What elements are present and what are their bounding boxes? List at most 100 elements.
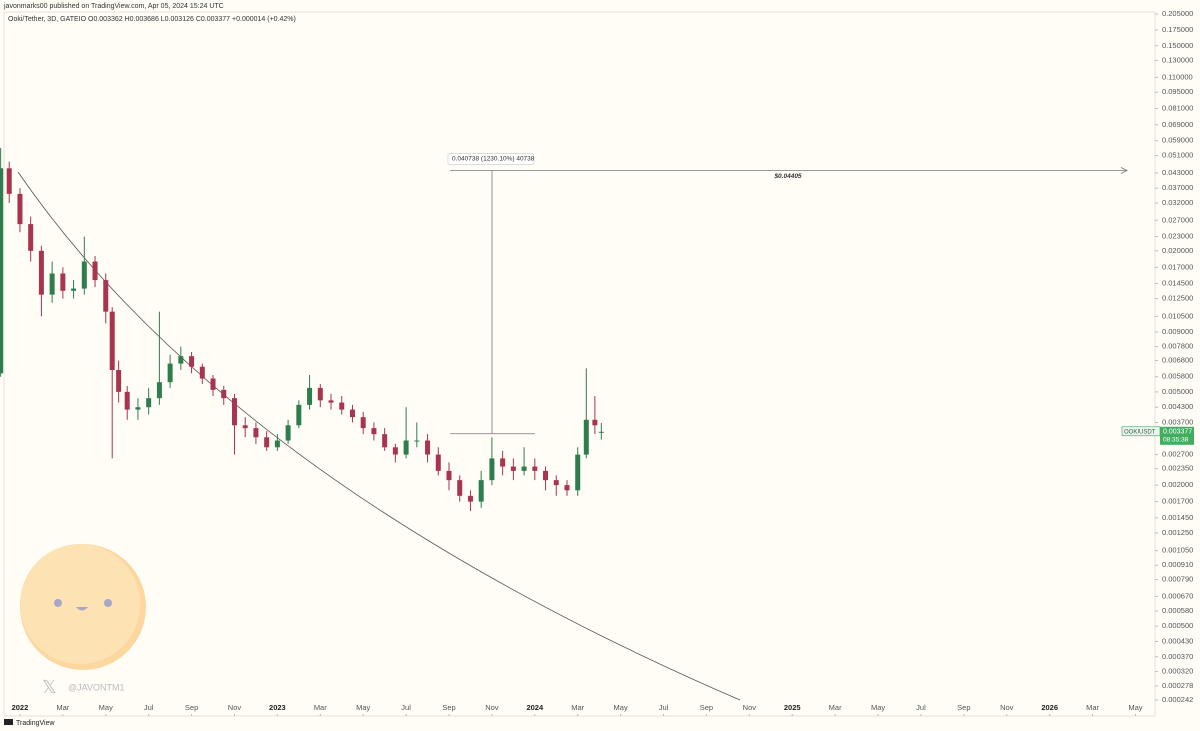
x-tick-label: Jul xyxy=(916,703,926,712)
publisher-line: javonmarks00 published on TradingView.co… xyxy=(3,3,224,10)
candle-body xyxy=(564,485,570,491)
y-tick-label: 0.023000 xyxy=(1162,232,1193,241)
y-tick-label: 0.020000 xyxy=(1162,246,1193,255)
watermark-handle: @JAVONTM1 xyxy=(68,682,124,692)
y-tick-label: 0.000790 xyxy=(1162,575,1193,584)
candle-body xyxy=(339,402,345,410)
last-price: 0.003377 xyxy=(1163,429,1192,436)
y-tick-label: 0.014500 xyxy=(1162,279,1193,288)
y-tick-label: 0.012500 xyxy=(1162,294,1193,303)
candle-body xyxy=(510,466,516,471)
candle-body xyxy=(242,425,248,429)
x-tick-label: May xyxy=(356,703,370,712)
candle-body xyxy=(109,311,115,370)
x-tick-label: May xyxy=(1128,703,1142,712)
x-tick-label: Sep xyxy=(700,703,713,712)
candle-body xyxy=(38,250,44,295)
x-tick-label: Jul xyxy=(144,703,154,712)
x-logo: 𝕏 xyxy=(42,677,57,697)
y-tick-label: 0.037000 xyxy=(1162,183,1193,192)
candle-body xyxy=(210,378,216,390)
candle-body xyxy=(543,470,549,481)
y-tick-label: 0.010500 xyxy=(1162,311,1193,320)
candle-body xyxy=(146,398,152,408)
candle-body xyxy=(116,369,122,392)
candle-body xyxy=(467,495,473,502)
x-tick-label: Jul xyxy=(401,703,411,712)
y-tick-label: 0.006800 xyxy=(1162,356,1193,365)
candle-body xyxy=(575,454,581,491)
x-tick-label: Sep xyxy=(442,703,455,712)
candle-body xyxy=(199,366,205,379)
x-tick-label: 2023 xyxy=(269,703,286,712)
candle-body xyxy=(425,440,431,455)
candle-body xyxy=(457,480,463,496)
y-tick-label: 0.000500 xyxy=(1162,621,1193,630)
y-tick-label: 0.081000 xyxy=(1162,103,1193,112)
y-tick-label: 0.000430 xyxy=(1162,636,1193,645)
y-tick-label: 0.017000 xyxy=(1162,262,1193,271)
candle-body xyxy=(135,407,141,410)
candle-body xyxy=(598,431,604,433)
candle-body xyxy=(500,458,506,467)
candle-body xyxy=(231,398,237,426)
brand: TradingView xyxy=(16,720,55,727)
y-tick-label: 0.001050 xyxy=(1162,546,1193,555)
candle-body xyxy=(371,428,377,435)
y-tick-label: 0.027000 xyxy=(1162,215,1193,224)
candle-body xyxy=(583,419,589,455)
watermark-face xyxy=(20,544,146,670)
candle-body xyxy=(446,470,452,481)
x-tick-label: 2026 xyxy=(1041,703,1058,712)
y-tick-label: 0.000910 xyxy=(1162,560,1193,569)
candle-body xyxy=(274,440,280,448)
y-tick-label: 0.130000 xyxy=(1162,55,1193,64)
y-tick-label: 0.000370 xyxy=(1162,652,1193,661)
candle-body xyxy=(189,356,195,367)
x-tick-label: Mar xyxy=(314,703,327,712)
y-tick-label: 0.000670 xyxy=(1162,591,1193,600)
x-tick-label: Sep xyxy=(957,703,970,712)
y-tick-label: 0.001250 xyxy=(1162,528,1193,537)
y-tick-label: 0.000242 xyxy=(1162,695,1193,704)
candle-body xyxy=(553,480,559,486)
candle-body xyxy=(103,280,109,312)
candle-body xyxy=(328,400,334,403)
trend-line xyxy=(17,171,741,701)
y-tick-label: 0.051000 xyxy=(1162,151,1193,160)
y-tick-label: 0.110000 xyxy=(1162,72,1193,81)
candle-body xyxy=(264,437,270,448)
y-tick-label: 0.004300 xyxy=(1162,402,1193,411)
candle-body xyxy=(81,261,87,289)
y-tick-label: 0.150000 xyxy=(1162,41,1193,50)
y-tick-label: 0.095000 xyxy=(1162,87,1193,96)
y-tick-label: 0.069000 xyxy=(1162,120,1193,129)
y-tick-label: 0.001450 xyxy=(1162,513,1193,522)
x-tick-label: Nov xyxy=(228,703,242,712)
y-tick-label: 0.059000 xyxy=(1162,136,1193,145)
x-tick-label: 2024 xyxy=(526,703,544,712)
candle-body xyxy=(349,409,355,418)
y-tick-label: 0.007800 xyxy=(1162,342,1193,351)
y-tick-label: 0.009000 xyxy=(1162,327,1193,336)
y-tick-label: 0.032000 xyxy=(1162,198,1193,207)
candle-body xyxy=(296,404,302,426)
candle-body xyxy=(478,480,484,502)
x-tick-label: May xyxy=(614,703,628,712)
candle-body xyxy=(49,273,55,295)
candle-body xyxy=(360,417,366,429)
x-tick-label: 2022 xyxy=(12,703,29,712)
candle-body xyxy=(592,419,598,426)
y-tick-label: 0.003700 xyxy=(1162,417,1193,426)
candle-body xyxy=(521,466,527,471)
x-tick-label: Jul xyxy=(659,703,669,712)
y-tick-label: 0.005800 xyxy=(1162,372,1193,381)
y-tick-label: 0.005000 xyxy=(1162,387,1193,396)
plot-frame xyxy=(3,11,1156,717)
target-arrow xyxy=(1120,167,1128,174)
candle-body xyxy=(253,428,259,438)
candle-body xyxy=(392,447,398,455)
x-tick-label: Mar xyxy=(571,703,584,712)
candle-body xyxy=(124,391,130,410)
